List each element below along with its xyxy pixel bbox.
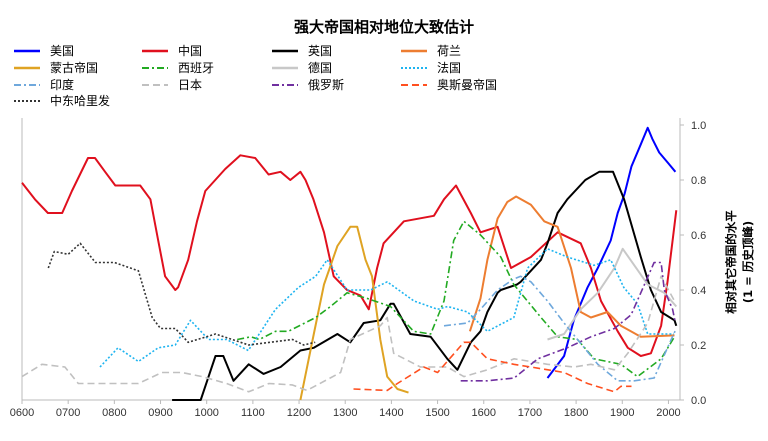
legend-item: 德国 bbox=[272, 60, 332, 75]
legend-label: 美国 bbox=[50, 44, 74, 58]
x-tick-label: 0700 bbox=[56, 407, 80, 419]
legend-label: 法国 bbox=[437, 61, 461, 75]
series-line bbox=[47, 242, 316, 346]
x-tick-label: 0900 bbox=[148, 407, 172, 419]
legend-label: 德国 bbox=[308, 60, 332, 75]
x-tick-label: 1700 bbox=[518, 407, 542, 419]
legend-label: 荷兰 bbox=[437, 44, 461, 58]
y-tick-label: 0.0 bbox=[691, 395, 706, 407]
legend-item: 法国 bbox=[401, 61, 461, 75]
chart-title: 强大帝国相对地位大致估计 bbox=[294, 18, 474, 36]
legend-item: 中国 bbox=[142, 43, 202, 58]
legend-label: 中国 bbox=[178, 43, 202, 58]
legend-item: 俄罗斯 bbox=[272, 78, 344, 92]
series-line bbox=[468, 195, 675, 338]
y-axis-label-sub: (1 = 历史顶峰) bbox=[741, 221, 755, 303]
legend-item: 奥斯曼帝国 bbox=[401, 77, 497, 92]
series-line bbox=[21, 154, 678, 357]
x-tick-label: 1000 bbox=[194, 407, 218, 419]
legend-item: 美国 bbox=[14, 44, 74, 58]
series-line bbox=[99, 248, 674, 368]
legend-label: 俄罗斯 bbox=[308, 78, 344, 92]
y-axis: 0.0 0.2 0.4 0.6 0.8 1.0 bbox=[680, 120, 706, 407]
legend-label: 印度 bbox=[50, 77, 74, 92]
legend-label: 日本 bbox=[178, 78, 202, 92]
legend-label: 西班牙 bbox=[178, 61, 214, 75]
legend-label: 英国 bbox=[308, 44, 332, 58]
legend-item: 蒙古帝国 bbox=[14, 60, 98, 75]
x-tick-label: 1900 bbox=[610, 407, 634, 419]
x-tick-label: 2000 bbox=[656, 407, 680, 419]
legend-item: 英国 bbox=[272, 44, 332, 58]
x-tick-label: 1200 bbox=[287, 407, 311, 419]
series-line bbox=[353, 341, 632, 393]
legend-label: 蒙古帝国 bbox=[50, 60, 98, 75]
series-line bbox=[237, 220, 676, 378]
series-line bbox=[172, 170, 678, 401]
series-line bbox=[547, 247, 678, 341]
x-tick-label: 1300 bbox=[333, 407, 357, 419]
y-axis-label: 相对其它帝国的水平 bbox=[724, 210, 738, 314]
series-line bbox=[460, 261, 677, 382]
legend-item: 中东哈里发 bbox=[14, 93, 110, 108]
x-tick-label: 0600 bbox=[10, 407, 34, 419]
x-tick-label: 0800 bbox=[102, 407, 126, 419]
series-line bbox=[443, 275, 678, 382]
y-tick-label: 1.0 bbox=[691, 120, 706, 132]
x-axis: 0600 0700 0800 0900 1000 1100 1200 1300 1400 1500… bbox=[10, 400, 681, 419]
legend-item: 日本 bbox=[142, 78, 202, 92]
x-tick-label: 1400 bbox=[379, 407, 403, 419]
legend-item: 西班牙 bbox=[142, 61, 214, 75]
y-tick-label: 0.4 bbox=[691, 285, 706, 297]
series-line bbox=[21, 275, 676, 393]
y-tick-label: 0.6 bbox=[691, 230, 706, 242]
x-tick-label: 1800 bbox=[564, 407, 588, 419]
x-tick-label: 1600 bbox=[472, 407, 496, 419]
legend-label: 奥斯曼帝国 bbox=[437, 77, 497, 92]
x-tick-label: 1100 bbox=[241, 407, 265, 419]
y-tick-label: 0.2 bbox=[691, 340, 706, 352]
y-tick-label: 0.8 bbox=[691, 175, 706, 187]
legend-item: 荷兰 bbox=[401, 44, 461, 58]
series-line bbox=[546, 126, 677, 379]
series-group bbox=[21, 126, 678, 401]
legend-item: 印度 bbox=[14, 77, 74, 92]
series-line bbox=[299, 225, 409, 401]
x-tick-label: 1500 bbox=[425, 407, 449, 419]
legend-label: 中东哈里发 bbox=[50, 93, 110, 108]
